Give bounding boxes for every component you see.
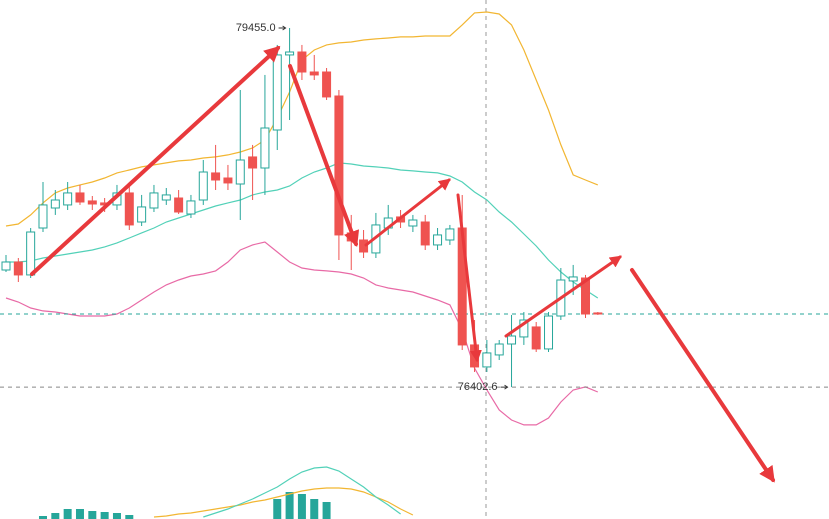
candle-body [248, 156, 258, 169]
indicator-bar [125, 515, 134, 519]
arrow [456, 193, 482, 363]
indicator-bar [273, 499, 282, 519]
min-label: 76402.6 [458, 381, 498, 393]
candle-body [137, 206, 147, 223]
indicator-line [5, 241, 599, 426]
candle-body [531, 326, 541, 350]
candle-body [359, 239, 369, 253]
candle-body [507, 335, 517, 345]
candle-body [26, 231, 36, 276]
indicator-bar [51, 513, 60, 519]
indicator-line [203, 466, 401, 518]
indicator-bar [322, 502, 331, 519]
candle-body [334, 95, 344, 236]
candle-body [174, 197, 184, 213]
indicator-line [5, 11, 599, 227]
candle-body [433, 234, 443, 246]
arrow [630, 268, 775, 483]
indicator-line [6, 162, 599, 299]
arrow [288, 64, 360, 248]
candle-body [272, 54, 282, 131]
candle-body [149, 192, 159, 209]
candle-body [420, 221, 430, 246]
arrow [504, 255, 622, 338]
candle-body [1, 261, 11, 271]
candle-body [75, 192, 85, 203]
candle-body [223, 177, 233, 184]
indicator-bar [63, 509, 72, 519]
plot: 79455.0 76402.6 [0, 11, 829, 519]
candle-body [87, 200, 97, 205]
candle-body [581, 277, 591, 315]
arrow [30, 45, 281, 276]
indicator-bar [297, 494, 306, 519]
candle-body [13, 261, 23, 276]
candle-body [544, 315, 554, 350]
candle-body [38, 204, 48, 229]
candle-body [211, 172, 221, 181]
indicator-bar [75, 509, 84, 519]
candle-body [161, 194, 171, 201]
max-label: 79455.0 [236, 22, 276, 34]
candle-body [408, 219, 418, 227]
candle-body [297, 51, 307, 73]
candle-body [198, 171, 208, 201]
min-pointer [500, 384, 509, 390]
candle-body [445, 228, 455, 241]
candle-body [593, 312, 603, 315]
indicator-bar [285, 492, 294, 519]
candle-body [322, 71, 332, 98]
max-pointer [278, 25, 287, 31]
candle-body [568, 276, 578, 282]
candle-body [124, 192, 134, 226]
candle-body [494, 343, 504, 356]
indicator-bar [100, 512, 109, 519]
indicator-bar [38, 516, 47, 519]
indicator-bar [310, 499, 319, 519]
candle-body [285, 51, 295, 56]
arrow [364, 178, 451, 247]
candle-body [186, 200, 196, 215]
indicator-line [153, 487, 414, 518]
candle-body [50, 199, 60, 209]
candle-body [482, 352, 492, 368]
drawings [30, 45, 775, 483]
candle-body [309, 71, 319, 76]
candle-body [519, 319, 529, 338]
indicator-bar [88, 511, 97, 519]
candle-body [63, 192, 73, 206]
indicator-bar [112, 513, 121, 519]
candle-body [235, 159, 245, 185]
candle-body [260, 127, 270, 169]
